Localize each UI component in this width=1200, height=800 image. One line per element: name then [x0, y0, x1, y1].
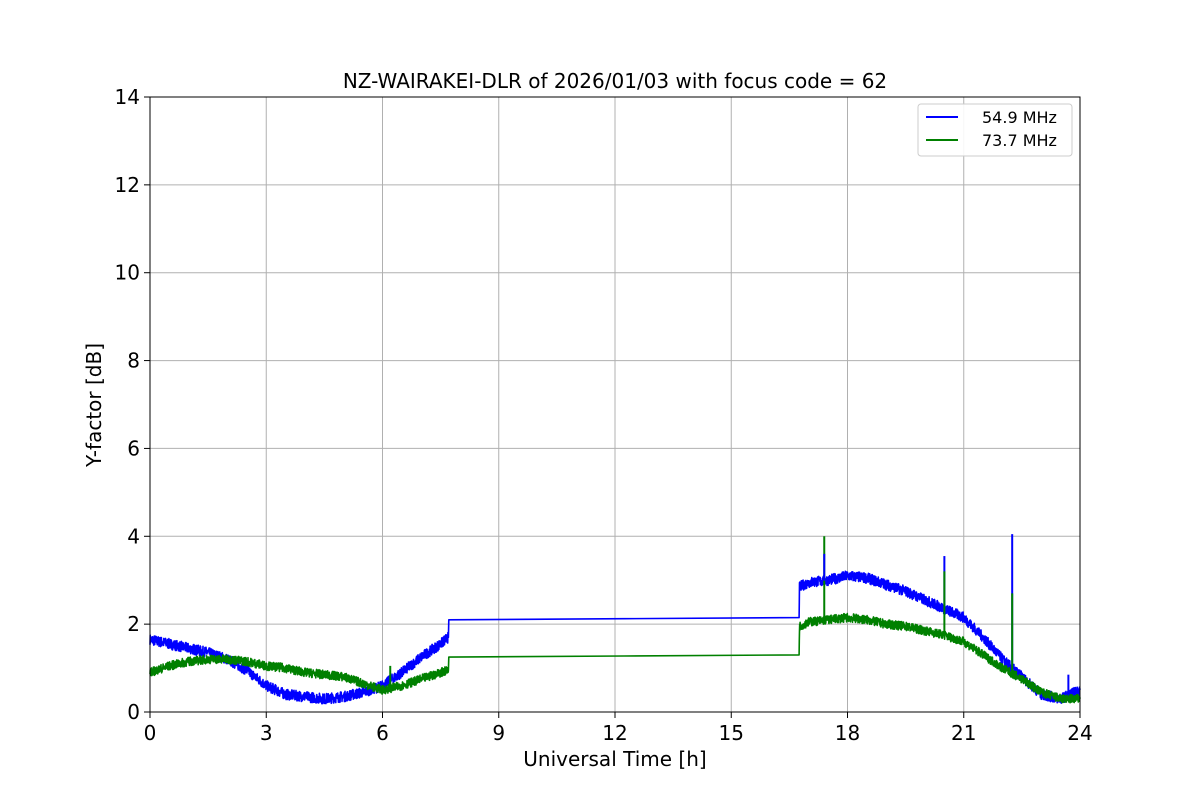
y-tick-label: 8	[127, 349, 140, 373]
y-axis-label: Y-factor [dB]	[82, 343, 106, 468]
series-layer	[149, 534, 1081, 705]
x-tick-label: 18	[835, 721, 860, 745]
y-tick-label: 10	[115, 261, 140, 285]
y-tick-label: 12	[115, 173, 140, 197]
series-line-73-7-mhz	[149, 612, 1081, 704]
x-tick-label: 3	[260, 721, 273, 745]
legend: 54.9 MHz 73.7 MHz	[917, 103, 1073, 157]
series-line-54-9-mhz	[149, 570, 1081, 705]
x-tick-label: 24	[1067, 721, 1092, 745]
x-tick-label: 12	[602, 721, 627, 745]
chart-title: NZ-WAIRAKEI-DLR of 2026/01/03 with focus…	[343, 69, 887, 93]
y-tick-label: 2	[127, 612, 140, 636]
x-tick-label: 21	[951, 721, 976, 745]
legend-label-54-9: 54.9 MHz	[982, 108, 1057, 127]
legend-label-73-7: 73.7 MHz	[982, 131, 1057, 150]
x-tick-label: 9	[492, 721, 505, 745]
y-tick-label: 4	[127, 524, 140, 548]
x-tick-label: 6	[376, 721, 389, 745]
y-tick-label: 0	[127, 700, 140, 724]
y-tick-label: 6	[127, 436, 140, 460]
x-tick-label: 15	[719, 721, 744, 745]
y-tick-label: 14	[115, 85, 140, 109]
x-axis-label: Universal Time [h]	[523, 747, 706, 771]
x-tick-label: 0	[144, 721, 157, 745]
